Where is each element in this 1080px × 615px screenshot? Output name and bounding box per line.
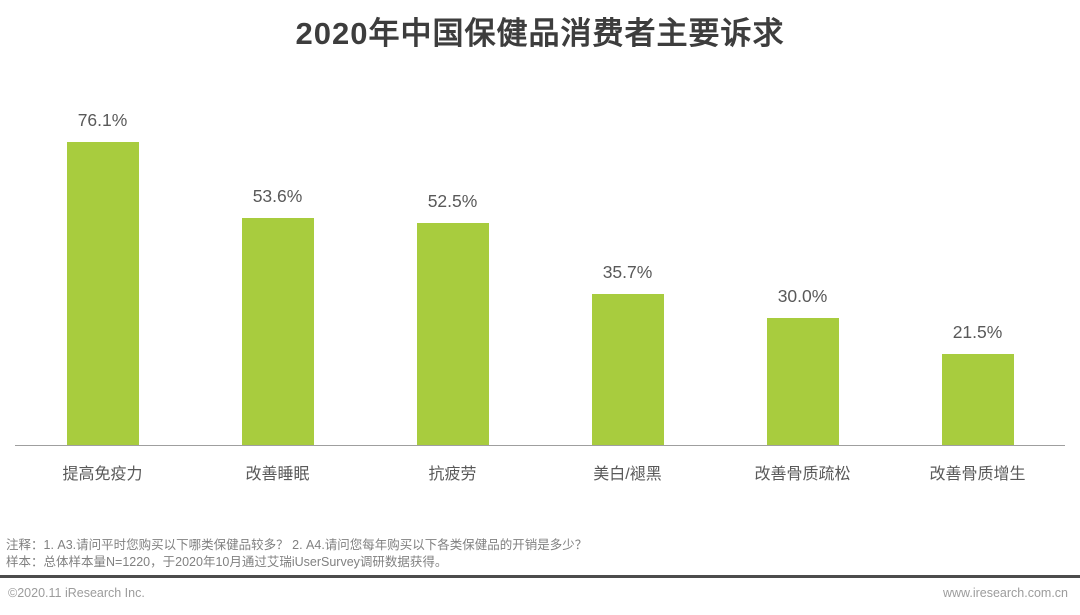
bar-column: 76.1% (15, 110, 190, 445)
bar-value-label: 35.7% (602, 262, 653, 282)
footer-website-link: www.iresearch.com.cn (942, 586, 1068, 600)
x-axis-label: 提高免疫力 (62, 466, 143, 483)
x-axis-label: 抗疲劳 (428, 466, 477, 483)
bar-plot-area: 76.1% 53.6% 52.5% 35.7% 30.0% 21.5% (15, 110, 1065, 445)
x-axis-label: 改善骨质增生 (929, 466, 1026, 483)
x-axis-label: 改善睡眠 (245, 466, 310, 483)
bar-value-label: 53.6% (252, 186, 303, 206)
bar (941, 354, 1014, 445)
bar (766, 318, 839, 445)
bar-value-label: 52.5% (427, 191, 478, 211)
chart-title: 2020年中国保健品消费者主要诉求 (295, 16, 785, 51)
x-axis-line (15, 445, 1065, 446)
bar-value-label: 76.1% (77, 110, 128, 130)
footer-copyright: ©2020.11 iResearch Inc. (8, 586, 145, 600)
bar-value-label: 21.5% (952, 322, 1003, 342)
bar (66, 142, 139, 445)
x-axis-label: 改善骨质疏松 (754, 466, 851, 483)
bar (416, 223, 489, 445)
bar-column: 21.5% (890, 110, 1065, 445)
bar-column: 30.0% (715, 110, 890, 445)
bar-value-label: 30.0% (777, 286, 828, 306)
bar-column: 35.7% (540, 110, 715, 445)
bar (591, 294, 664, 445)
footer-divider (0, 575, 1080, 578)
note-line-1: 注释：1. A3.请问平时您购买以下哪类保健品较多？ 2. A4.请问您每年购买… (6, 538, 588, 552)
bar (241, 218, 314, 445)
bar-column: 52.5% (365, 110, 540, 445)
note-line-2: 样本：总体样本量N=1220，于2020年10月通过艾瑞iUserSurvey调… (6, 554, 448, 569)
x-axis-label: 美白/褪黑 (593, 466, 662, 483)
bar-column: 53.6% (190, 110, 365, 445)
x-axis-labels-row: 提高免疫力 改善睡眠 抗疲劳 美白/褪黑 改善骨质疏松 改善骨质增生 (15, 460, 1065, 484)
chart-notes: 注释：1. A3.请问平时您购买以下哪类保健品较多？ 2. A4.请问您每年购买… (6, 537, 587, 570)
